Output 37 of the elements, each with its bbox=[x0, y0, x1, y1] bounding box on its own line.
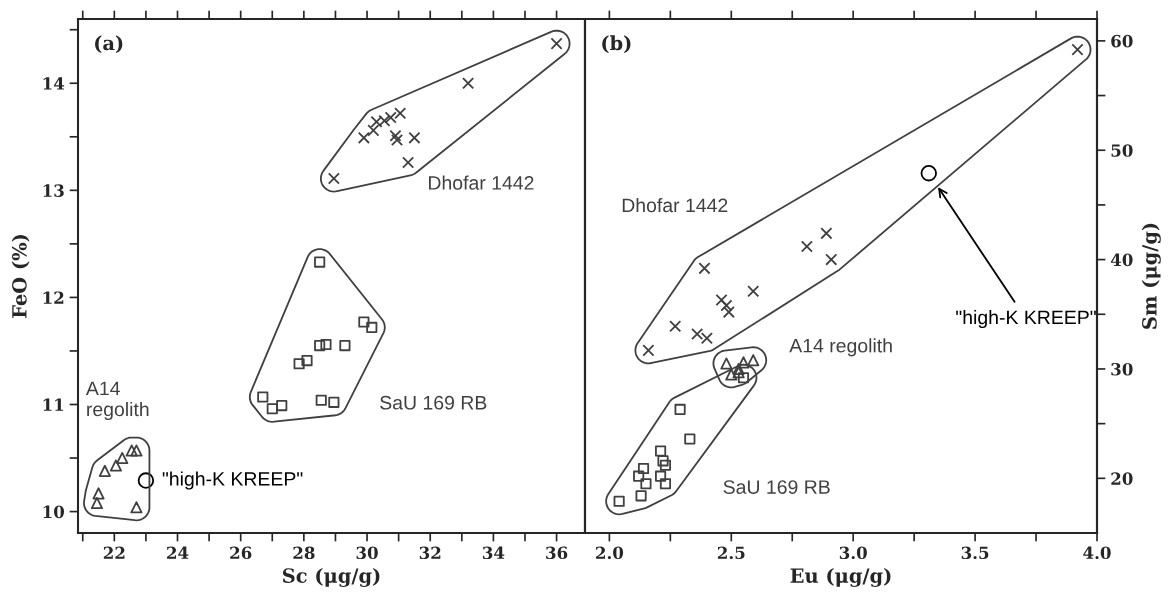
y2-tick-label: 30 bbox=[1111, 362, 1133, 376]
x-tick-label: 36 bbox=[546, 546, 568, 560]
x-tick-label: 22 bbox=[103, 546, 125, 559]
y2-tick-label: 20 bbox=[1111, 472, 1133, 485]
y2-tick-label: 40 bbox=[1110, 253, 1133, 267]
annotation: (b) bbox=[602, 35, 631, 54]
y2-tick-label: 50 bbox=[1111, 144, 1133, 157]
y-tick-label: 14 bbox=[43, 77, 65, 90]
text: SaU 169 RB bbox=[380, 395, 487, 410]
y2-axis-title: Sm (μg/g) bbox=[1141, 223, 1161, 329]
x-tick-label: 2.0 bbox=[596, 546, 624, 560]
annotation: (a) bbox=[95, 35, 123, 54]
series-label: "high-K KREEP" bbox=[162, 471, 303, 490]
x-tick-label: 30 bbox=[356, 546, 378, 560]
text: "high-K KREEP" bbox=[956, 309, 1096, 329]
x-tick-label: 3.0 bbox=[839, 546, 867, 560]
x-tick-label: 34 bbox=[482, 546, 505, 560]
y2-tick-label: 60 bbox=[1111, 34, 1133, 48]
x-tick-label: 32 bbox=[419, 546, 441, 560]
y-tick-label: 10 bbox=[43, 505, 65, 519]
series-label: A14 regolith bbox=[789, 338, 892, 357]
x-tick-label: 26 bbox=[230, 546, 252, 560]
x-tick-label: 24 bbox=[167, 546, 189, 559]
x-axis-title: Sc (μg/g) bbox=[282, 567, 380, 587]
x-tick-label: 28 bbox=[293, 546, 315, 560]
series-label: A14 regolith bbox=[85, 381, 149, 421]
x-tick-label: 2.5 bbox=[717, 546, 745, 560]
x-tick-label: 3.5 bbox=[961, 546, 989, 560]
text: Dhofar 1442 bbox=[622, 197, 728, 213]
series-label: Dhofar 1442 bbox=[429, 175, 534, 190]
y-tick-label: 12 bbox=[43, 291, 64, 304]
x-tick-label: 4.0 bbox=[1083, 546, 1111, 560]
y-axis-title: FeO (%) bbox=[11, 235, 30, 318]
x-axis-title: Eu (μg/g) bbox=[790, 567, 891, 587]
text: SaU 169 RB bbox=[723, 480, 830, 494]
y-tick-label: 11 bbox=[43, 398, 64, 411]
y-tick-label: 13 bbox=[43, 184, 64, 197]
